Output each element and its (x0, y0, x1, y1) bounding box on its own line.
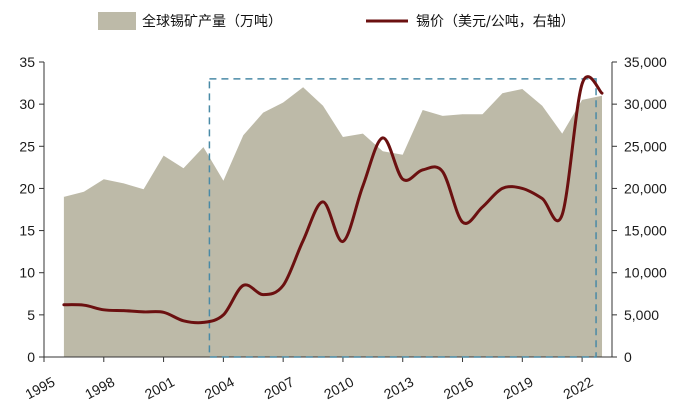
left-tick-label: 0 (27, 349, 35, 365)
left-tick-label: 15 (19, 223, 35, 239)
legend-line-label: 锡价（美元/公吨，右轴） (416, 14, 575, 30)
left-tick-label: 20 (19, 180, 35, 196)
right-tick-label: 20,000 (624, 180, 667, 196)
x-tick-label: 2010 (321, 373, 356, 402)
left-tick-label: 30 (19, 96, 35, 112)
left-tick-label: 10 (19, 265, 35, 281)
legend-area-swatch (98, 12, 136, 30)
right-tick-label: 0 (624, 349, 632, 365)
x-tick-label: 1995 (22, 373, 57, 402)
right-tick-label: 35,000 (624, 54, 667, 70)
right-tick-label: 25,000 (624, 138, 667, 154)
price-line (62, 75, 604, 325)
x-tick-label: 2016 (441, 373, 476, 402)
right-tick-label: 30,000 (624, 96, 667, 112)
x-tick-label: 2007 (262, 373, 297, 402)
x-tick-label: 2013 (381, 373, 416, 402)
right-tick-label: 15,000 (624, 223, 667, 239)
x-tick-label: 2001 (142, 373, 177, 402)
x-tick-label: 2019 (501, 373, 536, 402)
x-tick-label: 1998 (82, 373, 117, 402)
left-tick-label: 35 (19, 54, 35, 70)
plot-area: 0 5 10 15 20 25 30 35 0 5,000 10,000 15,000 20,000 25… (19, 54, 667, 402)
x-tick-label: 2004 (202, 373, 237, 402)
left-tick-label: 25 (19, 138, 35, 154)
x-tick-label: 2022 (560, 373, 595, 402)
legend-area-label: 全球锡矿产量（万吨） (142, 13, 282, 30)
legend: 全球锡矿产量（万吨） 锡价（美元/公吨，右轴） (98, 12, 575, 30)
right-tick-label: 10,000 (624, 265, 667, 281)
left-tick-label: 5 (27, 307, 35, 323)
right-tick-label: 5,000 (624, 307, 659, 323)
highlight-box (208, 78, 597, 358)
